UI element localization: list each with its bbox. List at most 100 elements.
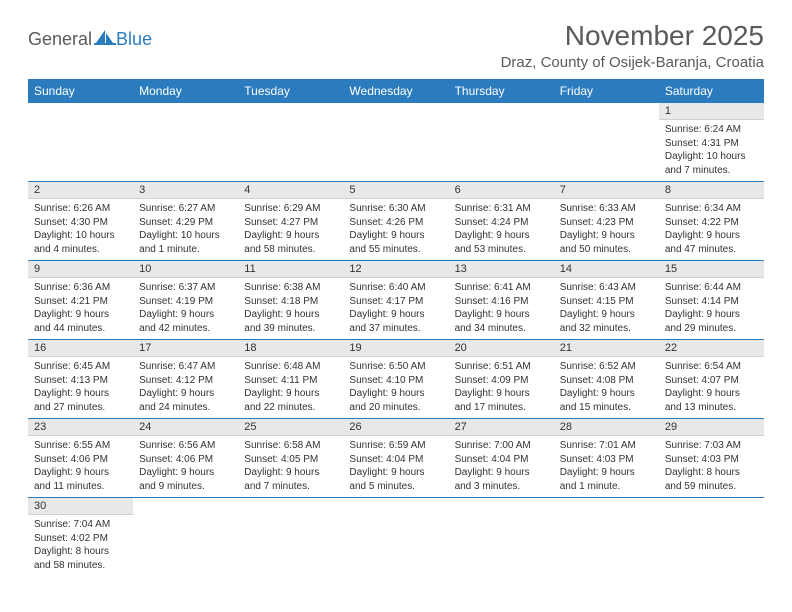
sail-icon xyxy=(94,28,116,51)
detail-line-sunrise: Sunrise: 6:43 AM xyxy=(560,281,653,295)
detail-line-daylight1: Daylight: 9 hours xyxy=(244,387,337,401)
detail-line-daylight1: Daylight: 9 hours xyxy=(349,387,442,401)
detail-line-sunrise: Sunrise: 6:30 AM xyxy=(349,202,442,216)
calendar-cell xyxy=(238,498,343,577)
detail-line-daylight2: and 1 minute. xyxy=(560,480,653,494)
detail-line-daylight1: Daylight: 9 hours xyxy=(665,387,758,401)
detail-line-daylight1: Daylight: 10 hours xyxy=(139,229,232,243)
calendar-cell: 13Sunrise: 6:41 AMSunset: 4:16 PMDayligh… xyxy=(449,261,554,340)
detail-line-daylight2: and 4 minutes. xyxy=(34,243,127,257)
calendar-week-row: 1Sunrise: 6:24 AMSunset: 4:31 PMDaylight… xyxy=(28,103,764,182)
calendar-cell: 8Sunrise: 6:34 AMSunset: 4:22 PMDaylight… xyxy=(659,182,764,261)
calendar-cell: 14Sunrise: 6:43 AMSunset: 4:15 PMDayligh… xyxy=(554,261,659,340)
detail-line-sunrise: Sunrise: 6:29 AM xyxy=(244,202,337,216)
calendar-cell: 15Sunrise: 6:44 AMSunset: 4:14 PMDayligh… xyxy=(659,261,764,340)
calendar-cell: 16Sunrise: 6:45 AMSunset: 4:13 PMDayligh… xyxy=(28,340,133,419)
detail-line-sunrise: Sunrise: 6:50 AM xyxy=(349,360,442,374)
day-number: 30 xyxy=(28,498,133,515)
detail-line-daylight1: Daylight: 8 hours xyxy=(665,466,758,480)
calendar-week-row: 23Sunrise: 6:55 AMSunset: 4:06 PMDayligh… xyxy=(28,419,764,498)
day-details: Sunrise: 6:33 AMSunset: 4:23 PMDaylight:… xyxy=(554,199,659,260)
day-header: Saturday xyxy=(659,79,764,103)
detail-line-sunset: Sunset: 4:04 PM xyxy=(455,453,548,467)
calendar-cell: 6Sunrise: 6:31 AMSunset: 4:24 PMDaylight… xyxy=(449,182,554,261)
detail-line-sunrise: Sunrise: 6:24 AM xyxy=(665,123,758,137)
calendar-cell: 22Sunrise: 6:54 AMSunset: 4:07 PMDayligh… xyxy=(659,340,764,419)
brand-part1: General xyxy=(28,29,92,50)
calendar-cell: 20Sunrise: 6:51 AMSunset: 4:09 PMDayligh… xyxy=(449,340,554,419)
detail-line-daylight1: Daylight: 10 hours xyxy=(665,150,758,164)
day-details: Sunrise: 6:58 AMSunset: 4:05 PMDaylight:… xyxy=(238,436,343,497)
header: General Blue November 2025 Draz, County … xyxy=(28,20,764,71)
calendar-cell: 2Sunrise: 6:26 AMSunset: 4:30 PMDaylight… xyxy=(28,182,133,261)
calendar-cell: 25Sunrise: 6:58 AMSunset: 4:05 PMDayligh… xyxy=(238,419,343,498)
detail-line-sunset: Sunset: 4:23 PM xyxy=(560,216,653,230)
day-details: Sunrise: 6:43 AMSunset: 4:15 PMDaylight:… xyxy=(554,278,659,339)
calendar-week-row: 30Sunrise: 7:04 AMSunset: 4:02 PMDayligh… xyxy=(28,498,764,577)
detail-line-sunset: Sunset: 4:02 PM xyxy=(34,532,127,546)
day-details: Sunrise: 6:45 AMSunset: 4:13 PMDaylight:… xyxy=(28,357,133,418)
detail-line-sunrise: Sunrise: 6:56 AM xyxy=(139,439,232,453)
day-number: 20 xyxy=(449,340,554,357)
day-header: Monday xyxy=(133,79,238,103)
detail-line-sunset: Sunset: 4:17 PM xyxy=(349,295,442,309)
detail-line-daylight1: Daylight: 9 hours xyxy=(349,229,442,243)
title-block: November 2025 Draz, County of Osijek-Bar… xyxy=(501,20,764,71)
detail-line-daylight2: and 34 minutes. xyxy=(455,322,548,336)
detail-line-daylight2: and 42 minutes. xyxy=(139,322,232,336)
detail-line-daylight1: Daylight: 9 hours xyxy=(349,308,442,322)
detail-line-daylight2: and 20 minutes. xyxy=(349,401,442,415)
detail-line-sunrise: Sunrise: 6:47 AM xyxy=(139,360,232,374)
day-number: 16 xyxy=(28,340,133,357)
detail-line-daylight1: Daylight: 8 hours xyxy=(34,545,127,559)
day-number: 12 xyxy=(343,261,448,278)
detail-line-sunset: Sunset: 4:14 PM xyxy=(665,295,758,309)
detail-line-sunrise: Sunrise: 6:26 AM xyxy=(34,202,127,216)
detail-line-sunset: Sunset: 4:16 PM xyxy=(455,295,548,309)
day-details: Sunrise: 6:31 AMSunset: 4:24 PMDaylight:… xyxy=(449,199,554,260)
day-details: Sunrise: 6:48 AMSunset: 4:11 PMDaylight:… xyxy=(238,357,343,418)
day-number: 21 xyxy=(554,340,659,357)
day-details: Sunrise: 7:04 AMSunset: 4:02 PMDaylight:… xyxy=(28,515,133,576)
detail-line-sunrise: Sunrise: 6:36 AM xyxy=(34,281,127,295)
calendar-cell: 28Sunrise: 7:01 AMSunset: 4:03 PMDayligh… xyxy=(554,419,659,498)
calendar-cell: 4Sunrise: 6:29 AMSunset: 4:27 PMDaylight… xyxy=(238,182,343,261)
day-header-row: Sunday Monday Tuesday Wednesday Thursday… xyxy=(28,79,764,103)
day-number: 29 xyxy=(659,419,764,436)
detail-line-daylight2: and 17 minutes. xyxy=(455,401,548,415)
calendar-week-row: 16Sunrise: 6:45 AMSunset: 4:13 PMDayligh… xyxy=(28,340,764,419)
detail-line-sunset: Sunset: 4:26 PM xyxy=(349,216,442,230)
detail-line-sunrise: Sunrise: 7:01 AM xyxy=(560,439,653,453)
detail-line-sunrise: Sunrise: 6:59 AM xyxy=(349,439,442,453)
day-number: 27 xyxy=(449,419,554,436)
detail-line-sunrise: Sunrise: 6:51 AM xyxy=(455,360,548,374)
day-number: 6 xyxy=(449,182,554,199)
calendar-cell: 23Sunrise: 6:55 AMSunset: 4:06 PMDayligh… xyxy=(28,419,133,498)
calendar-cell: 21Sunrise: 6:52 AMSunset: 4:08 PMDayligh… xyxy=(554,340,659,419)
calendar-cell: 3Sunrise: 6:27 AMSunset: 4:29 PMDaylight… xyxy=(133,182,238,261)
day-number: 8 xyxy=(659,182,764,199)
detail-line-daylight2: and 58 minutes. xyxy=(244,243,337,257)
day-details: Sunrise: 6:52 AMSunset: 4:08 PMDaylight:… xyxy=(554,357,659,418)
day-details: Sunrise: 6:41 AMSunset: 4:16 PMDaylight:… xyxy=(449,278,554,339)
detail-line-sunrise: Sunrise: 6:45 AM xyxy=(34,360,127,374)
calendar-week-row: 9Sunrise: 6:36 AMSunset: 4:21 PMDaylight… xyxy=(28,261,764,340)
day-number: 17 xyxy=(133,340,238,357)
detail-line-daylight1: Daylight: 10 hours xyxy=(34,229,127,243)
detail-line-daylight1: Daylight: 9 hours xyxy=(139,387,232,401)
calendar-cell: 26Sunrise: 6:59 AMSunset: 4:04 PMDayligh… xyxy=(343,419,448,498)
detail-line-daylight1: Daylight: 9 hours xyxy=(244,229,337,243)
detail-line-daylight1: Daylight: 9 hours xyxy=(34,308,127,322)
day-header: Friday xyxy=(554,79,659,103)
detail-line-sunrise: Sunrise: 7:00 AM xyxy=(455,439,548,453)
day-header: Sunday xyxy=(28,79,133,103)
detail-line-daylight1: Daylight: 9 hours xyxy=(139,466,232,480)
day-details: Sunrise: 6:56 AMSunset: 4:06 PMDaylight:… xyxy=(133,436,238,497)
detail-line-daylight2: and 5 minutes. xyxy=(349,480,442,494)
detail-line-sunset: Sunset: 4:05 PM xyxy=(244,453,337,467)
detail-line-sunset: Sunset: 4:31 PM xyxy=(665,137,758,151)
detail-line-sunrise: Sunrise: 7:04 AM xyxy=(34,518,127,532)
detail-line-daylight2: and 24 minutes. xyxy=(139,401,232,415)
detail-line-sunrise: Sunrise: 7:03 AM xyxy=(665,439,758,453)
calendar-cell: 24Sunrise: 6:56 AMSunset: 4:06 PMDayligh… xyxy=(133,419,238,498)
